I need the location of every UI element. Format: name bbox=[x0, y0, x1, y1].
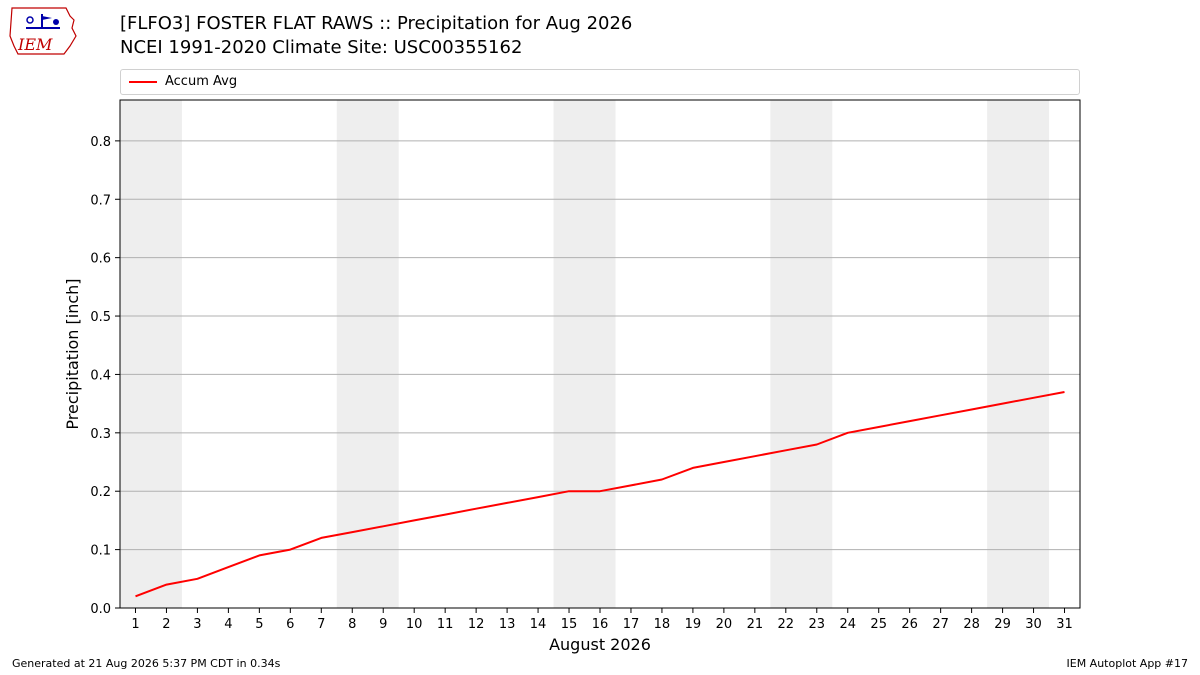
x-tick-label-11: 11 bbox=[437, 617, 454, 632]
x-tick-label-29: 29 bbox=[994, 617, 1011, 632]
chart-legend: Accum Avg bbox=[120, 69, 1080, 95]
y-tick-label-2: 0.2 bbox=[90, 485, 111, 500]
weekend-bands bbox=[120, 100, 1050, 608]
series-line-accum-avg bbox=[135, 391, 1065, 598]
y-tick-label-8: 0.8 bbox=[90, 135, 111, 150]
x-tick-label-2: 2 bbox=[162, 617, 170, 632]
x-tick-label-27: 27 bbox=[932, 617, 949, 632]
x-tick-label-9: 9 bbox=[379, 617, 387, 632]
x-tick-label-1: 1 bbox=[131, 617, 139, 632]
x-tick-label-3: 3 bbox=[193, 617, 201, 632]
x-tick-label-12: 12 bbox=[468, 617, 485, 632]
y-tick-label-3: 0.3 bbox=[90, 427, 111, 442]
x-tick-label-15: 15 bbox=[561, 617, 578, 632]
legend-label-accum-avg: Accum Avg bbox=[165, 74, 238, 89]
chart-title-line2: NCEI 1991-2020 Climate Site: USC00355162 bbox=[120, 37, 523, 58]
x-tick-label-10: 10 bbox=[406, 617, 423, 632]
y-tick-label-4: 0.4 bbox=[90, 368, 111, 383]
y-tick-label-5: 0.5 bbox=[90, 310, 111, 325]
iem-logo: IEM bbox=[8, 6, 80, 58]
x-axis-ticks: 1 2 3 4 5 6 7 8 9 10 11 12 13 14 15 16 17 18 19 20 21 22 23 24 2… bbox=[131, 608, 1073, 632]
x-tick-label-31: 31 bbox=[1056, 617, 1073, 632]
weekend-band-4 bbox=[770, 100, 833, 608]
chart-title-line1: [FLFO3] FOSTER FLAT RAWS :: Precipitatio… bbox=[120, 13, 633, 34]
weekend-band-2 bbox=[336, 100, 399, 608]
weekend-band-1 bbox=[120, 100, 182, 608]
y-tick-label-6: 0.6 bbox=[90, 252, 111, 267]
weekend-band-3 bbox=[553, 100, 616, 608]
x-axis-label: August 2026 bbox=[549, 635, 651, 654]
x-tick-label-19: 19 bbox=[685, 617, 702, 632]
legend-swatch-accum-avg bbox=[129, 81, 157, 83]
autoplot-app-label: IEM Autoplot App #17 bbox=[1066, 657, 1189, 670]
x-tick-label-22: 22 bbox=[778, 617, 795, 632]
x-tick-label-17: 17 bbox=[623, 617, 640, 632]
x-tick-label-5: 5 bbox=[255, 617, 263, 632]
x-tick-label-26: 26 bbox=[901, 617, 918, 632]
x-tick-label-14: 14 bbox=[530, 617, 547, 632]
series-layer bbox=[135, 391, 1065, 598]
generated-timestamp: Generated at 21 Aug 2026 5:37 PM CDT in … bbox=[12, 657, 281, 670]
x-tick-label-8: 8 bbox=[348, 617, 356, 632]
x-tick-label-20: 20 bbox=[716, 617, 733, 632]
y-tick-label-1: 0.1 bbox=[90, 544, 111, 559]
y-axis-label: Precipitation [inch] bbox=[63, 278, 82, 429]
x-tick-label-24: 24 bbox=[839, 617, 856, 632]
x-tick-label-16: 16 bbox=[592, 617, 609, 632]
x-tick-label-25: 25 bbox=[870, 617, 887, 632]
iem-logo-text: IEM bbox=[17, 35, 53, 54]
x-tick-label-28: 28 bbox=[963, 617, 980, 632]
chart-title: [FLFO3] FOSTER FLAT RAWS :: Precipitatio… bbox=[120, 12, 632, 60]
x-tick-label-13: 13 bbox=[499, 617, 516, 632]
x-tick-label-23: 23 bbox=[809, 617, 826, 632]
x-tick-label-4: 4 bbox=[224, 617, 232, 632]
x-tick-label-21: 21 bbox=[747, 617, 764, 632]
x-tick-label-6: 6 bbox=[286, 617, 294, 632]
x-tick-label-7: 7 bbox=[317, 617, 325, 632]
x-tick-label-30: 30 bbox=[1025, 617, 1042, 632]
y-axis-ticks: 0.0 0.1 0.2 0.3 0.4 0.5 0.6 0.7 0.8 bbox=[90, 135, 120, 617]
y-tick-label-0: 0.0 bbox=[90, 602, 111, 617]
x-tick-label-18: 18 bbox=[654, 617, 671, 632]
iem-logo-graphic: IEM bbox=[9, 7, 77, 55]
y-tick-label-7: 0.7 bbox=[90, 193, 111, 208]
weekend-band-5 bbox=[987, 100, 1050, 608]
